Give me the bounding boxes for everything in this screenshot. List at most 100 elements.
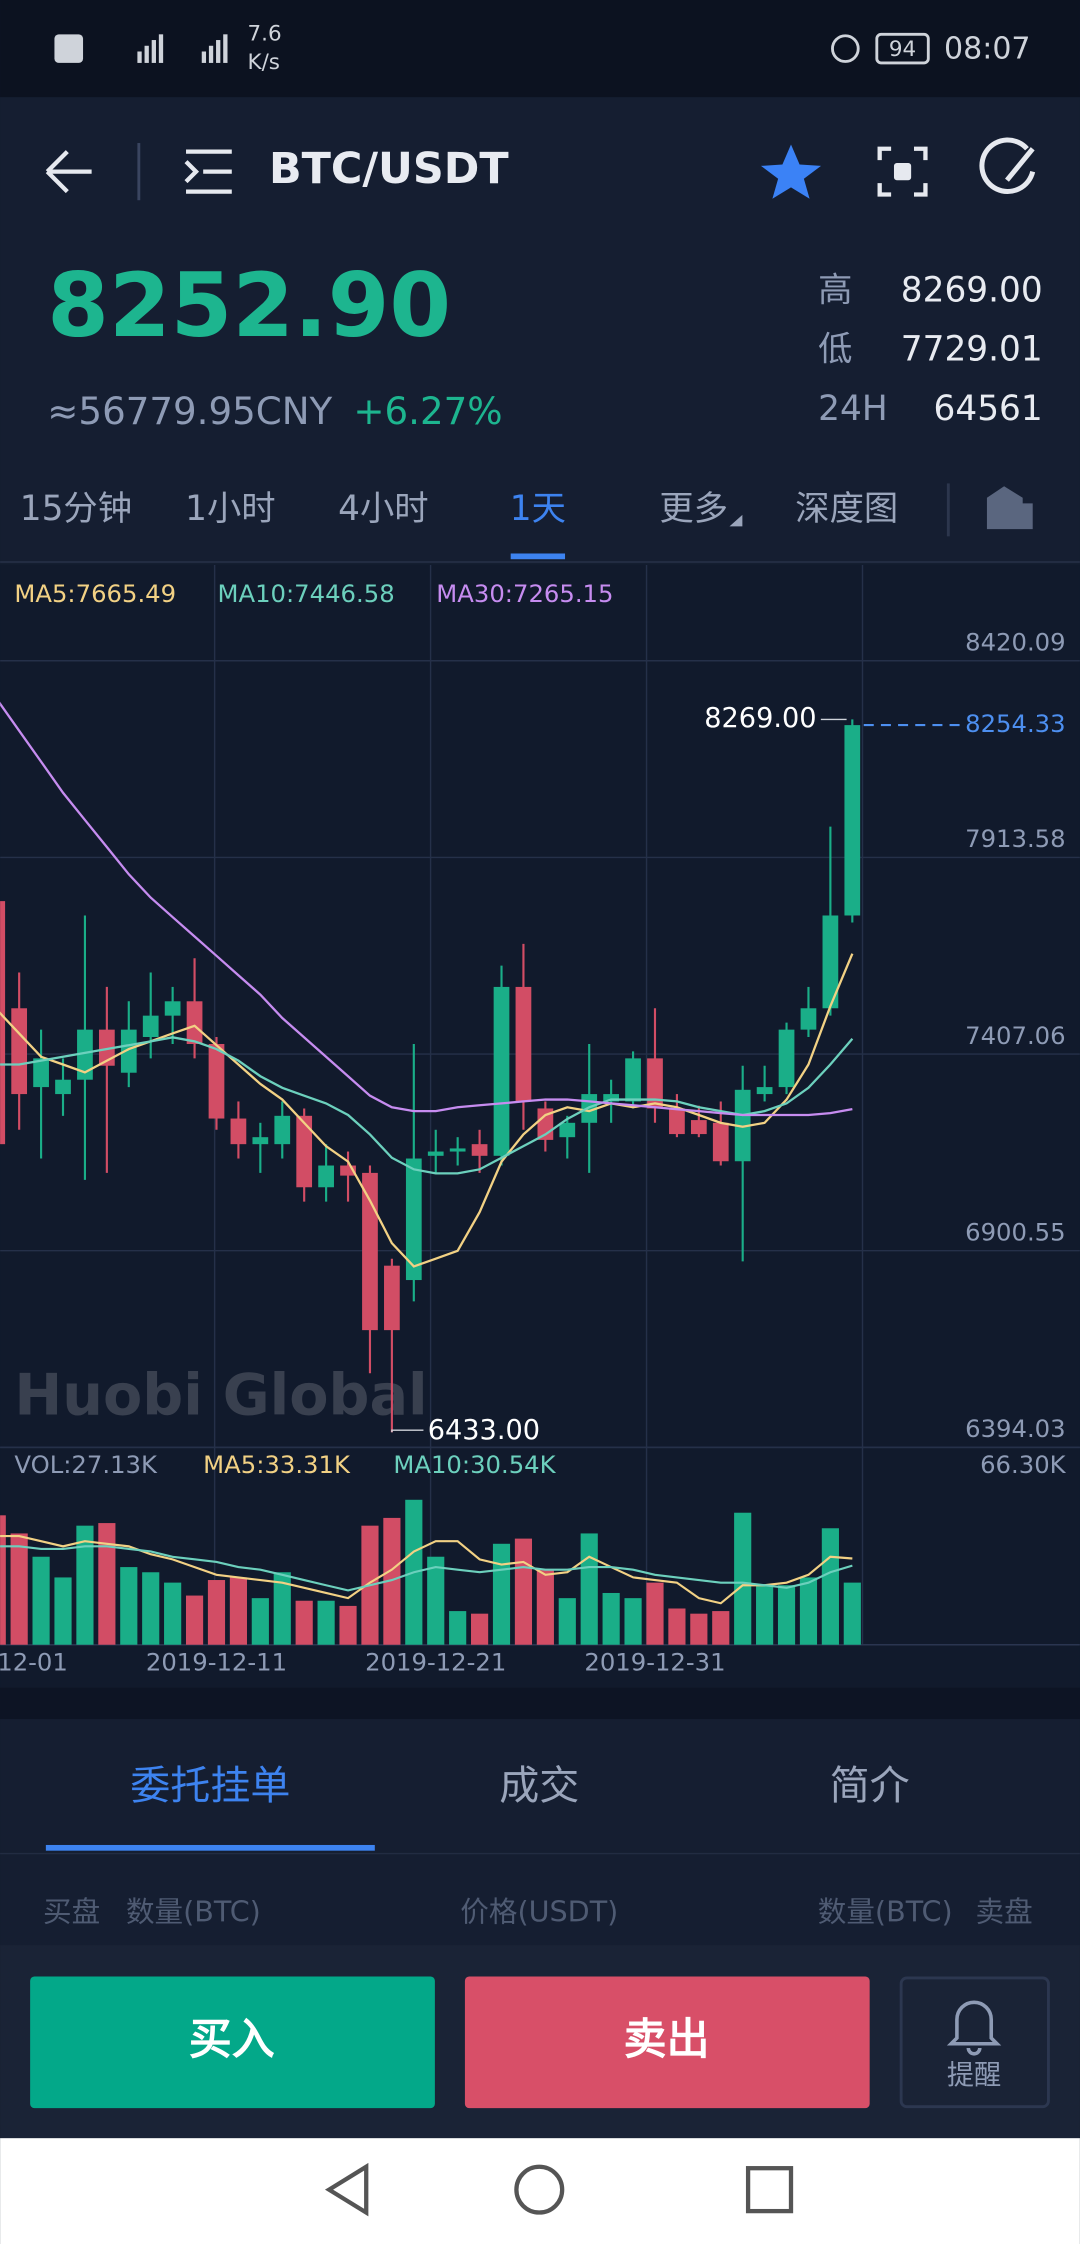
y-tick-label: 6900.55 [965,1218,1065,1247]
order-tab[interactable]: 简介 [830,1763,910,1809]
candle-body [208,1043,225,1119]
interval-tab[interactable]: 1小时 [185,489,275,529]
candle-body [55,1079,71,1095]
vol-tick-label: 66.30K [980,1450,1067,1479]
candle-body [669,1108,685,1135]
low-pointer [391,1429,424,1433]
net-speed-unit: K/s [248,50,280,75]
order-tab[interactable]: 委托挂单 [130,1763,290,1809]
stat-value: 8269.00 [901,270,1043,310]
nav-back[interactable] [324,2162,369,2217]
volume-bar [427,1556,445,1645]
volume-bar [602,1592,620,1645]
volume-bar [295,1600,313,1645]
scan-button[interactable] [877,146,928,197]
candle-body [603,1094,620,1102]
volume-bar [734,1512,752,1645]
col-price: 价格(USDT) [460,1895,618,1929]
vol-legend: VOL:27.13K [14,1450,158,1479]
share-button[interactable] [979,137,1036,194]
ma-line [0,701,853,1117]
candle-body [734,1089,751,1162]
volume-bar [317,1600,335,1645]
candle-body [98,1029,115,1066]
last-price-label: 8254.33 [965,709,1065,738]
interval-tab[interactable]: 更多 [659,489,728,529]
candle-body [647,1058,663,1109]
candle-body [449,1148,466,1152]
hd-icon [54,34,84,63]
gap [0,1687,1080,1720]
favorite-button[interactable] [760,144,822,199]
interval-tab[interactable]: 4小时 [338,489,428,529]
order-tab-underline [45,1844,375,1851]
buy-label: 买入 [189,2015,275,2065]
candle-body [252,1137,269,1145]
stat-value: 7729.01 [901,330,1043,370]
candle-body [625,1058,641,1102]
x-tick-label: 2019-12-11 [146,1647,287,1676]
candle-body [471,1144,488,1156]
volume-bar [251,1598,269,1645]
candle-body [11,1008,28,1095]
x-tick-label: 2019-12-01 [0,1647,68,1676]
volume-bar [514,1538,533,1645]
chart-settings[interactable] [986,486,1033,530]
candle-body [274,1115,291,1145]
back-button[interactable] [45,150,92,194]
high-label: 8269.00 [704,703,816,734]
vol-ma-legend: MA5:33.31K [203,1450,351,1479]
volume-bar [799,1577,818,1645]
last-price: 8252.90 [47,254,451,357]
volume-bar [207,1580,226,1645]
sell-button[interactable] [464,1976,870,2109]
battery-level: 94 [889,37,916,62]
candle-body [33,1058,49,1088]
interval-tab[interactable]: 1天 [510,489,566,529]
volume-bar [120,1567,138,1645]
col-buy-qty: 数量(BTC) [126,1895,261,1929]
candle-body [822,915,839,1009]
volume-bar [536,1569,554,1645]
nav-recent[interactable] [745,2166,794,2214]
cny-price: ≈56779.95CNY [47,389,332,433]
candle-body [384,1265,400,1331]
alert-button[interactable] [899,1976,1050,2109]
volume-bar [668,1608,686,1645]
candle-body [427,1151,444,1156]
order-tab[interactable]: 成交 [499,1763,579,1809]
more-caret [729,514,743,527]
buy-button[interactable] [30,1976,435,2109]
volume-bar [624,1598,642,1645]
volume-bar [164,1582,182,1645]
volume-bar [142,1572,160,1645]
nav-home[interactable] [514,2164,565,2215]
volume-bar [383,1517,401,1645]
volume-bar [229,1577,247,1645]
candle-body [186,1001,203,1044]
signal-icons [137,34,228,63]
low-label: 6433.00 [428,1415,540,1446]
menu-button[interactable] [184,149,232,194]
vol-ma-line [0,1545,853,1592]
stat-value: 64561 [934,389,1043,429]
candle-body [844,725,861,916]
interval-tab[interactable]: 深度图 [795,489,898,529]
candle-body [296,1115,313,1188]
stat-label: 低 [818,330,852,370]
candle-body [230,1118,247,1145]
orders-bg [0,1719,1080,1946]
candle-body [405,1158,422,1281]
volume-bar [558,1598,576,1645]
candle-body [559,1122,576,1138]
candle-body [77,1029,93,1080]
volume-bar [185,1595,204,1645]
interval-tab[interactable]: 15分钟 [20,489,132,529]
y-tick-label: 6394.03 [965,1414,1065,1443]
candle-body [340,1165,356,1176]
change-pct: +6.27% [353,389,502,433]
ma-line [0,1036,854,1175]
volume-bar [76,1525,94,1645]
